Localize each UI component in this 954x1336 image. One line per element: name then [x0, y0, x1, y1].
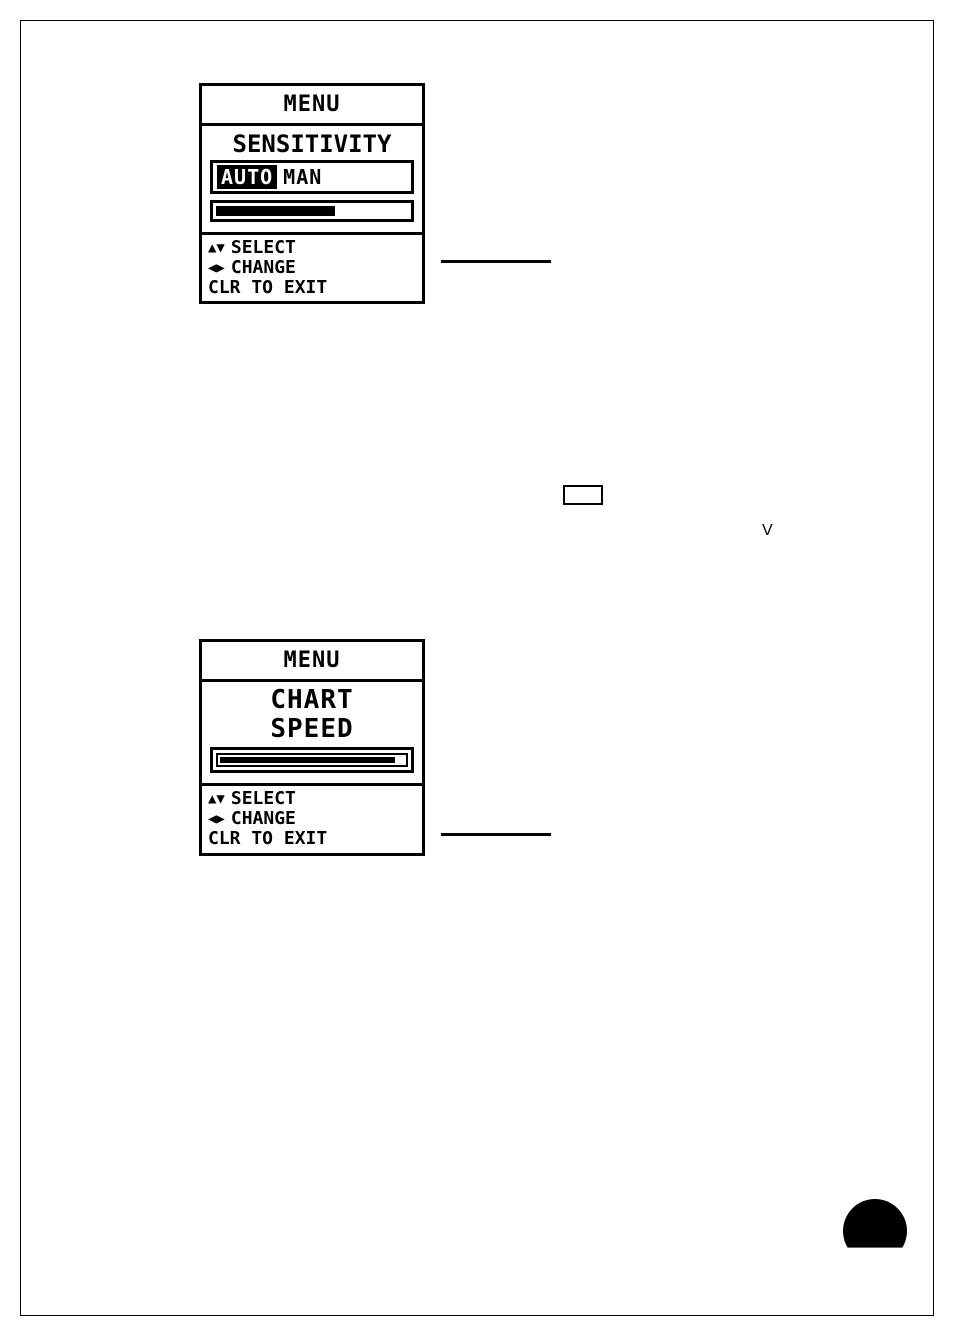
change-label: CHANGE	[231, 258, 296, 278]
exit-label: CLR TO EXIT	[208, 278, 416, 298]
updown-arrow-icon: ▲▼	[208, 241, 225, 255]
slider-track	[216, 753, 408, 767]
footer-select-row: ▲▼ SELECT	[208, 789, 416, 809]
sensitivity-label: SENSITIVITY	[208, 130, 416, 158]
auto-option[interactable]: AUTO	[217, 165, 277, 189]
menu-footer: ▲▼ SELECT ◀▶ CHANGE CLR TO EXIT	[202, 786, 422, 852]
menu-header: MENU	[202, 642, 422, 682]
page-border	[20, 20, 934, 1316]
menu-panel-sensitivity: MENU SENSITIVITY AUTO MAN ▲▼ SELECT ◀▶ C…	[199, 83, 425, 304]
footer-change-row: ◀▶ CHANGE	[208, 258, 416, 278]
menu-panel-chartspeed: MENU CHART SPEED ▲▼ SELECT ◀▶ CHANGE CLR…	[199, 639, 425, 856]
change-label: CHANGE	[231, 809, 296, 829]
chart-label: CHART	[208, 686, 416, 715]
footer-change-row: ◀▶ CHANGE	[208, 809, 416, 829]
slider-fill	[220, 757, 395, 763]
menu-body: CHART SPEED	[202, 682, 422, 786]
speed-label: SPEED	[208, 715, 416, 744]
sensitivity-slider[interactable]	[210, 200, 414, 222]
connector-line-2	[441, 833, 551, 836]
leftright-arrow-icon: ◀▶	[208, 812, 225, 826]
menu-footer: ▲▼ SELECT ◀▶ CHANGE CLR TO EXIT	[202, 235, 422, 301]
select-label: SELECT	[231, 789, 296, 809]
small-rectangle	[563, 485, 603, 505]
exit-label: CLR TO EXIT	[208, 829, 416, 849]
select-label: SELECT	[231, 238, 296, 258]
slider-fill	[216, 206, 335, 216]
letter-v: V	[762, 522, 773, 540]
chartspeed-slider[interactable]	[210, 747, 414, 773]
footer-select-row: ▲▼ SELECT	[208, 238, 416, 258]
menu-body: SENSITIVITY AUTO MAN	[202, 126, 422, 235]
leftright-arrow-icon: ◀▶	[208, 261, 225, 275]
menu-header: MENU	[202, 86, 422, 126]
updown-arrow-icon: ▲▼	[208, 792, 225, 806]
man-option[interactable]: MAN	[281, 165, 324, 189]
auto-man-selector[interactable]: AUTO MAN	[210, 160, 414, 194]
connector-line-1	[441, 260, 551, 263]
